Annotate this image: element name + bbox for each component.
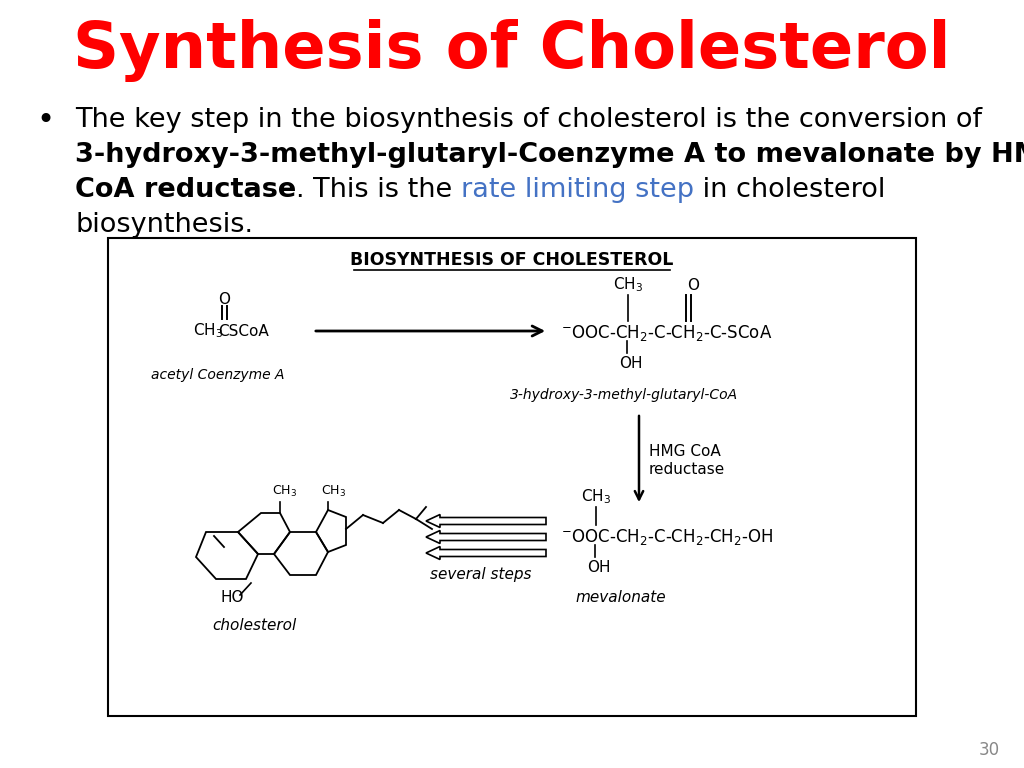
Text: cholesterol: cholesterol: [212, 617, 296, 633]
Text: in cholesterol: in cholesterol: [694, 177, 886, 203]
Text: CH$_3$: CH$_3$: [321, 483, 346, 498]
Text: O: O: [218, 292, 230, 306]
FancyArrow shape: [426, 547, 546, 560]
Text: $^{-}$OOC-CH$_2$-C-CH$_2$-CH$_2$-OH: $^{-}$OOC-CH$_2$-C-CH$_2$-CH$_2$-OH: [561, 527, 773, 547]
Text: reductase: reductase: [649, 462, 725, 476]
Text: OH: OH: [587, 560, 610, 574]
Text: 3-hydroxy-3-methyl-glutaryl-CoA: 3-hydroxy-3-methyl-glutaryl-CoA: [510, 388, 738, 402]
FancyArrow shape: [426, 531, 546, 544]
Text: CH$_3$: CH$_3$: [272, 483, 297, 498]
Text: . This is the: . This is the: [296, 177, 461, 203]
Text: The key step in the biosynthesis of cholesterol is the conversion of: The key step in the biosynthesis of chol…: [75, 107, 982, 133]
Text: CoA reductase: CoA reductase: [75, 177, 296, 203]
Text: Synthesis of Cholesterol: Synthesis of Cholesterol: [74, 18, 950, 81]
Text: CSCoA: CSCoA: [218, 323, 268, 339]
Text: BIOSYNTHESIS OF CHOLESTEROL: BIOSYNTHESIS OF CHOLESTEROL: [350, 251, 674, 269]
Text: CH$_3$: CH$_3$: [581, 488, 611, 506]
Text: mevalonate: mevalonate: [575, 590, 667, 604]
Text: $^{-}$OOC-CH$_2$-C-CH$_2$-C-SCoA: $^{-}$OOC-CH$_2$-C-CH$_2$-C-SCoA: [561, 323, 772, 343]
Text: CH$_3$: CH$_3$: [193, 322, 223, 340]
Bar: [108, 238, 916, 716]
Text: CH$_3$: CH$_3$: [613, 276, 643, 294]
Text: HMG CoA: HMG CoA: [649, 443, 721, 458]
Text: biosynthesis.: biosynthesis.: [75, 212, 253, 238]
Text: •: •: [36, 105, 54, 134]
Text: 30: 30: [979, 741, 1000, 759]
Text: OH: OH: [618, 356, 642, 370]
Text: 3-hydroxy-3-methyl-glutaryl-Coenzyme A to mevalonate by HMG: 3-hydroxy-3-methyl-glutaryl-Coenzyme A t…: [75, 142, 1024, 168]
Text: HO: HO: [220, 590, 244, 604]
FancyArrow shape: [426, 515, 546, 528]
Text: rate limiting step: rate limiting step: [461, 177, 694, 203]
Text: acetyl Coenzyme A: acetyl Coenzyme A: [152, 368, 285, 382]
Text: several steps: several steps: [430, 568, 531, 582]
Text: O: O: [687, 277, 699, 293]
